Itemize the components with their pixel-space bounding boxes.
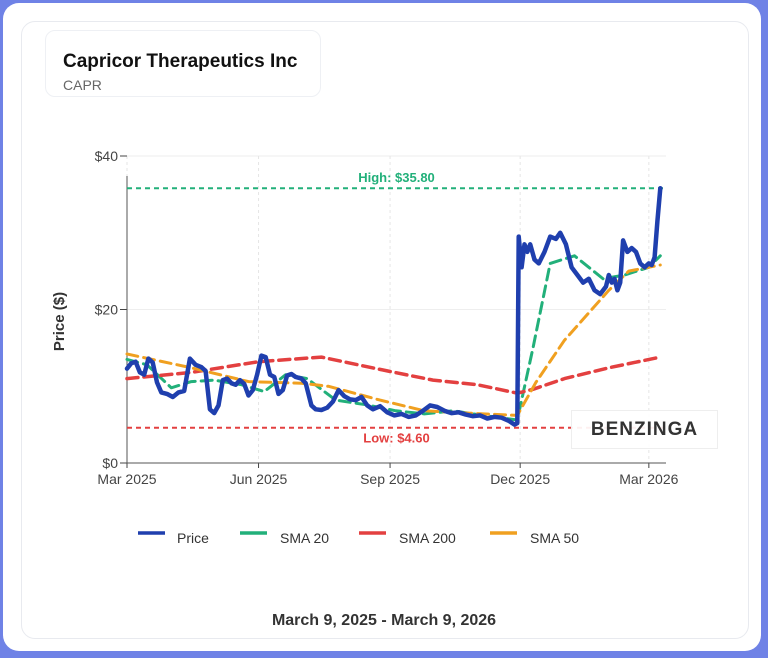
price-line	[124, 185, 663, 427]
company-name: Capricor Therapeutics Inc	[63, 51, 298, 72]
legend: Price SMA 20 SMA 200 SMA 50	[138, 530, 579, 546]
sma-200-line	[125, 355, 663, 395]
reference-lines: High: $35.80 Low: $4.60	[127, 170, 666, 446]
low-reference-label: Low: $4.60	[363, 431, 429, 446]
y-tick-label: $20	[95, 302, 119, 318]
legend-label-sma-200: SMA 200	[399, 530, 456, 546]
y-tick-label: $40	[95, 148, 119, 164]
x-tick-label: Jun 2025	[230, 471, 288, 487]
legend-label-sma-20: SMA 20	[280, 530, 329, 546]
x-tick-label: Mar 2026	[619, 471, 678, 487]
benzinga-watermark: BENZINGA	[571, 410, 718, 449]
series-lines	[124, 185, 663, 427]
axes: $0 $20 $40 Mar 2025 Jun 2025 Sep 2025 Dec 2025…	[51, 148, 679, 487]
x-tick-label: Sep 2025	[360, 471, 420, 487]
y-axis-label: Price ($)	[51, 292, 68, 351]
ticker-symbol: CAPR	[63, 77, 102, 93]
date-range: March 9, 2025 - March 9, 2026	[271, 612, 497, 629]
y-tick-label: $0	[102, 455, 118, 471]
legend-label-sma-50: SMA 50	[530, 530, 579, 546]
title-box: Capricor Therapeutics Inc CAPR	[45, 30, 321, 97]
x-tick-label: Mar 2025	[97, 471, 156, 487]
x-tick-label: Dec 2025	[490, 471, 550, 487]
legend-label-price: Price	[177, 530, 209, 546]
chart-card	[21, 21, 749, 639]
high-reference-label: High: $35.80	[358, 170, 435, 185]
